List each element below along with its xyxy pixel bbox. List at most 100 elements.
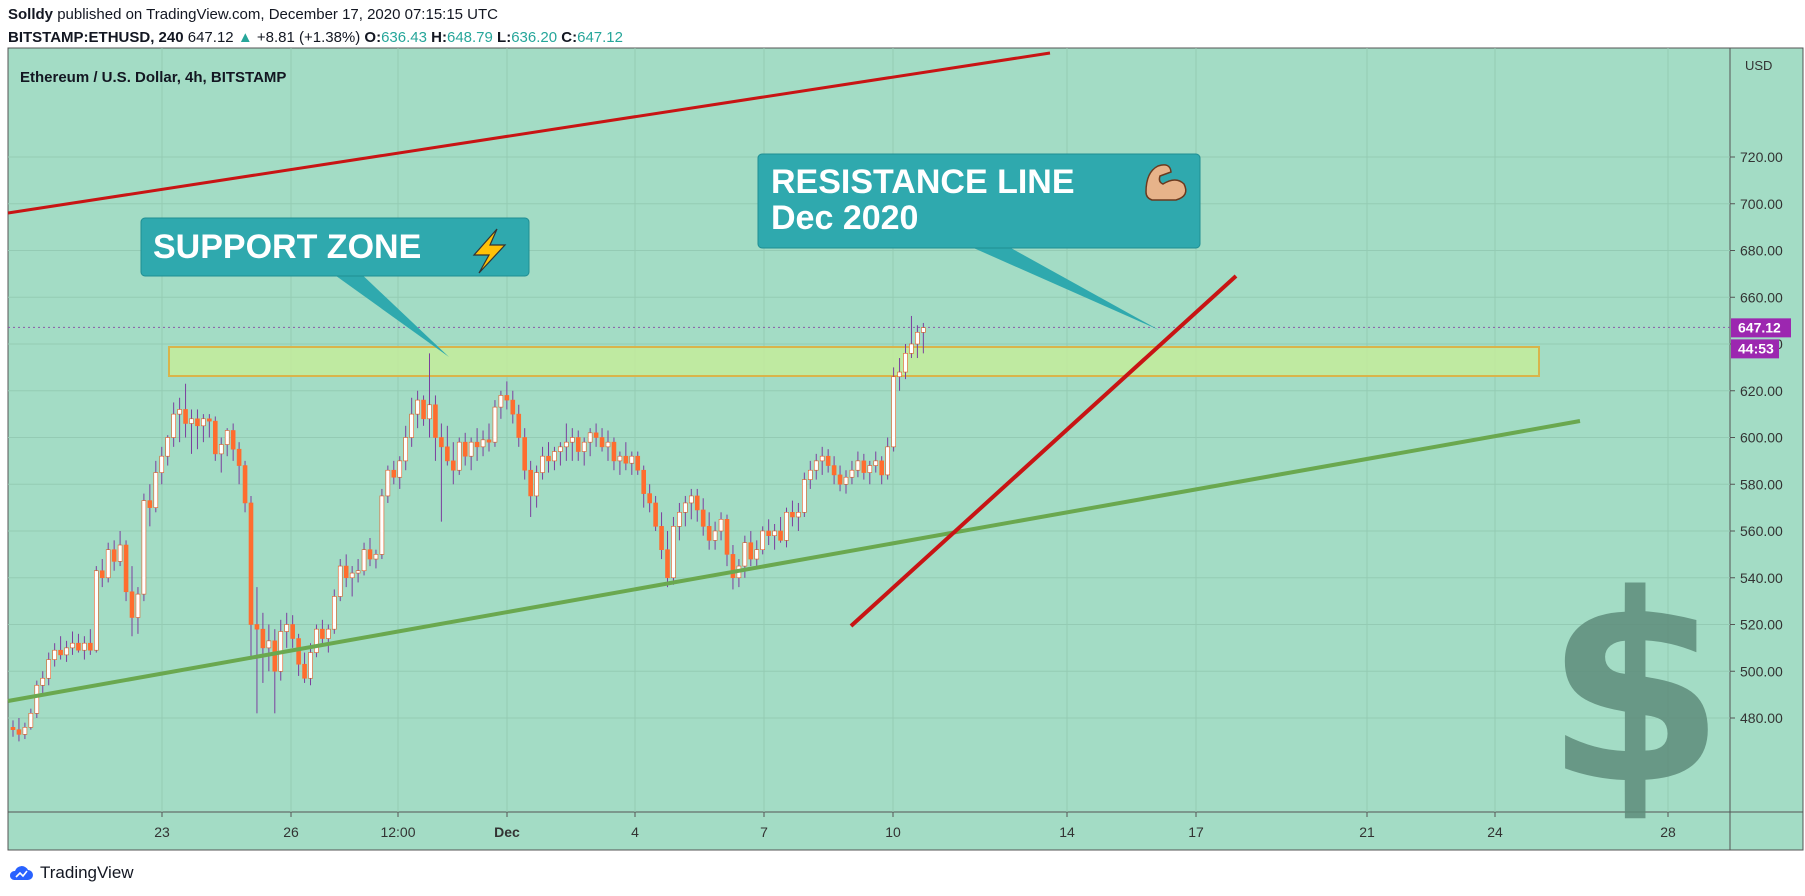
candle-body (802, 479, 807, 513)
publisher-name[interactable]: Solldy (8, 6, 54, 23)
currency-label: USD (1745, 58, 1772, 73)
chart-title: Ethereum / U.S. Dollar, 4h, BITSTAMP (20, 69, 286, 86)
candle (456, 437, 462, 475)
candle-body (88, 642, 93, 651)
candle-body (445, 446, 450, 462)
candle (326, 624, 331, 653)
x-tick-label: 17 (1188, 824, 1204, 840)
candle-body (730, 554, 736, 579)
candle-body (171, 413, 176, 438)
candle (165, 435, 170, 466)
y-tick-label: 580.00 (1740, 476, 1783, 492)
candle (22, 722, 28, 740)
candle-body (58, 649, 63, 656)
symbol: BITSTAMP:ETHUSD, 240 (8, 29, 184, 46)
candle-body (575, 437, 581, 452)
candle (611, 437, 617, 471)
candle (213, 416, 218, 461)
candle-body (64, 647, 69, 656)
x-tick-label: 10 (885, 824, 901, 840)
candle (94, 566, 99, 653)
candle-body (903, 353, 908, 373)
candle (730, 545, 736, 590)
candle-body (849, 469, 855, 478)
candle (593, 423, 599, 447)
candle-body (480, 439, 486, 448)
candle (867, 460, 873, 485)
candle (450, 442, 456, 485)
candle (587, 428, 593, 457)
candle-body (207, 418, 212, 422)
candle-body (909, 343, 914, 354)
candle (207, 414, 212, 438)
candle (522, 428, 528, 480)
candle (754, 540, 760, 569)
candle-body (224, 430, 230, 445)
x-tick-label: 26 (283, 824, 299, 840)
candle-body (218, 444, 224, 455)
support-zone-label: SUPPORT ZONE (153, 228, 421, 266)
candle (659, 512, 664, 560)
candle (409, 397, 414, 447)
candle (760, 526, 766, 555)
candle-body (825, 455, 831, 466)
support-zone (168, 346, 1540, 377)
candle-body (272, 640, 278, 672)
candle (772, 523, 777, 550)
candle-body (105, 549, 111, 579)
candle (498, 390, 504, 419)
candle-body (700, 509, 706, 527)
candle (82, 636, 87, 660)
candle-body (331, 596, 337, 630)
candle (492, 400, 498, 447)
candle (921, 322, 926, 354)
tradingview-logo[interactable]: TradingView (8, 860, 134, 886)
candle (355, 559, 361, 583)
candle-body (302, 663, 307, 679)
low-label: L: (497, 29, 512, 46)
x-tick-label: 14 (1059, 824, 1075, 840)
candle-body (813, 460, 819, 471)
candle (724, 514, 730, 567)
candle-body (373, 554, 379, 560)
candle-body (831, 465, 837, 476)
candle (427, 353, 432, 438)
candle-body (320, 628, 325, 639)
candle-body (718, 519, 724, 532)
candle (308, 643, 313, 686)
candle (581, 437, 587, 466)
candle (861, 453, 867, 480)
candle-body (46, 659, 52, 679)
candle (284, 612, 290, 648)
candle-body (712, 530, 718, 541)
candle (486, 423, 492, 452)
candle (831, 456, 837, 485)
high-value: 648.79 (446, 29, 493, 46)
candle-body (629, 455, 635, 464)
candle (129, 566, 135, 637)
upper-red-trendline (7, 51, 1051, 215)
candle (647, 484, 652, 513)
candle-body (724, 519, 730, 555)
x-tick-label: 4 (631, 824, 639, 840)
y-tick-label: 540.00 (1740, 570, 1783, 586)
candle-body (528, 469, 533, 497)
candle-body (706, 526, 712, 541)
candle-body (599, 437, 605, 448)
y-tick-label: 720.00 (1740, 149, 1783, 165)
candle-body (891, 376, 896, 448)
candle-body (10, 727, 16, 730)
candle-body (683, 502, 688, 513)
candle-body (22, 727, 28, 735)
candle-body (70, 642, 75, 649)
lightning-icon (472, 228, 507, 274)
candle (849, 460, 855, 485)
open-value: 636.43 (381, 29, 427, 46)
candle-body (284, 624, 290, 632)
x-tick-label: 12:00 (380, 824, 415, 840)
candle (528, 460, 533, 517)
candle-body (778, 530, 783, 541)
x-tick-label: 21 (1359, 824, 1375, 840)
candle (242, 460, 248, 513)
